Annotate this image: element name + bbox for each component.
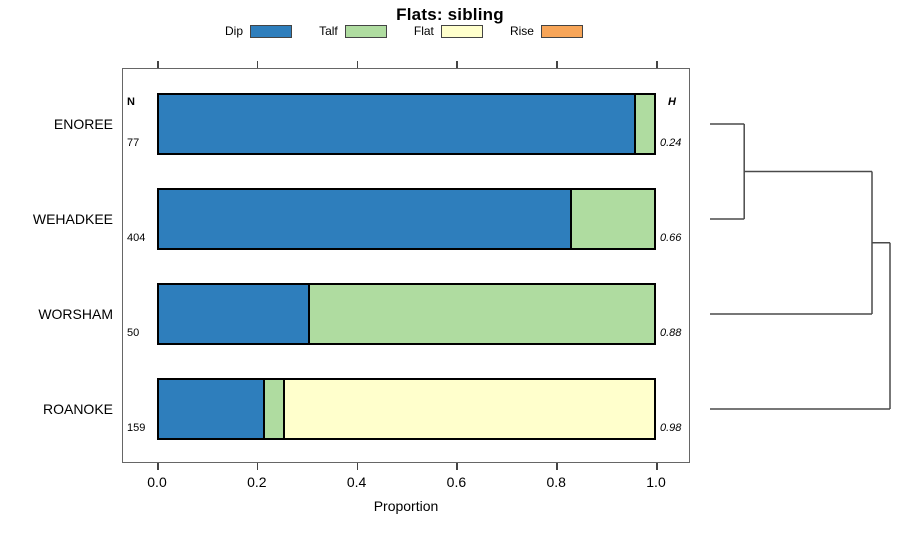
legend-label-dip: Dip xyxy=(225,24,244,38)
axis-tick-top xyxy=(456,61,458,68)
axis-tick-top xyxy=(356,61,359,68)
x-axis-title: Proportion xyxy=(373,498,439,514)
axis-tick-top xyxy=(556,61,558,68)
legend-item-dip: Dip xyxy=(225,24,293,38)
bar-segment-dip xyxy=(159,285,308,343)
axis-tick-label: 0.6 xyxy=(446,474,467,490)
axis-tick-bottom xyxy=(456,463,458,470)
h-value: 0.98 xyxy=(660,422,682,434)
legend-label-talf: Talf xyxy=(319,24,338,38)
legend-swatch-flat xyxy=(440,24,483,38)
n-value: 404 xyxy=(127,232,146,244)
legend-swatch-talf xyxy=(344,24,387,38)
bar-segment-talf xyxy=(307,285,654,343)
axis-tick-bottom xyxy=(356,463,359,470)
legend-item-talf: Talf xyxy=(319,24,387,38)
axis-tick-label: 0.8 xyxy=(546,474,566,490)
n-value: 77 xyxy=(127,137,140,149)
legend: Dip Talf Flat Rise xyxy=(225,24,583,38)
axis-tick-label: 1.0 xyxy=(646,474,666,490)
axis-tick-label: 0.2 xyxy=(247,474,267,490)
axis-tick-bottom xyxy=(656,463,658,470)
bar-segment-flat xyxy=(282,380,654,438)
bar-segment-dip xyxy=(159,190,570,248)
legend-label-flat: Flat xyxy=(413,24,434,38)
legend-item-flat: Flat xyxy=(414,24,483,38)
row-label-worsham: WORSHAM xyxy=(38,306,113,322)
plot-area-frame xyxy=(122,68,690,463)
axis-tick-top xyxy=(656,61,658,68)
n-value: 50 xyxy=(127,327,140,339)
stacked-bar-worsham xyxy=(157,283,656,345)
axis-tick-top xyxy=(157,61,159,68)
bar-segment-talf xyxy=(262,380,283,438)
axis-tick-bottom xyxy=(256,463,259,470)
bar-segment-dip xyxy=(159,95,635,153)
n-column-header: N xyxy=(127,96,135,108)
axis-tick-bottom xyxy=(157,463,159,470)
axis-tick-label: 0.0 xyxy=(147,474,167,490)
bar-segment-talf xyxy=(634,95,654,153)
legend-label-rise: Rise xyxy=(509,24,534,38)
stacked-bar-wehadkee xyxy=(157,188,656,250)
legend-swatch-dip xyxy=(250,24,293,38)
h-value: 0.24 xyxy=(660,137,682,149)
axis-tick-label: 0.4 xyxy=(346,474,367,490)
bar-segment-talf xyxy=(569,190,654,248)
row-label-roanoke: ROANOKE xyxy=(42,401,113,417)
legend-swatch-rise xyxy=(540,24,583,38)
h-value: 0.66 xyxy=(660,232,682,244)
h-column-header: H xyxy=(668,96,676,108)
stacked-bar-enoree xyxy=(157,93,656,155)
axis-tick-top xyxy=(256,61,259,68)
n-value: 159 xyxy=(127,422,146,434)
stacked-bar-roanoke xyxy=(157,378,656,440)
axis-tick-bottom xyxy=(556,463,558,470)
legend-item-rise: Rise xyxy=(510,24,583,38)
chart-title: Flats: sibling xyxy=(396,5,504,24)
bar-segment-dip xyxy=(159,380,263,438)
row-label-enoree: ENOREE xyxy=(53,116,113,132)
row-label-wehadkee: WEHADKEE xyxy=(32,211,113,227)
h-value: 0.88 xyxy=(660,327,682,339)
